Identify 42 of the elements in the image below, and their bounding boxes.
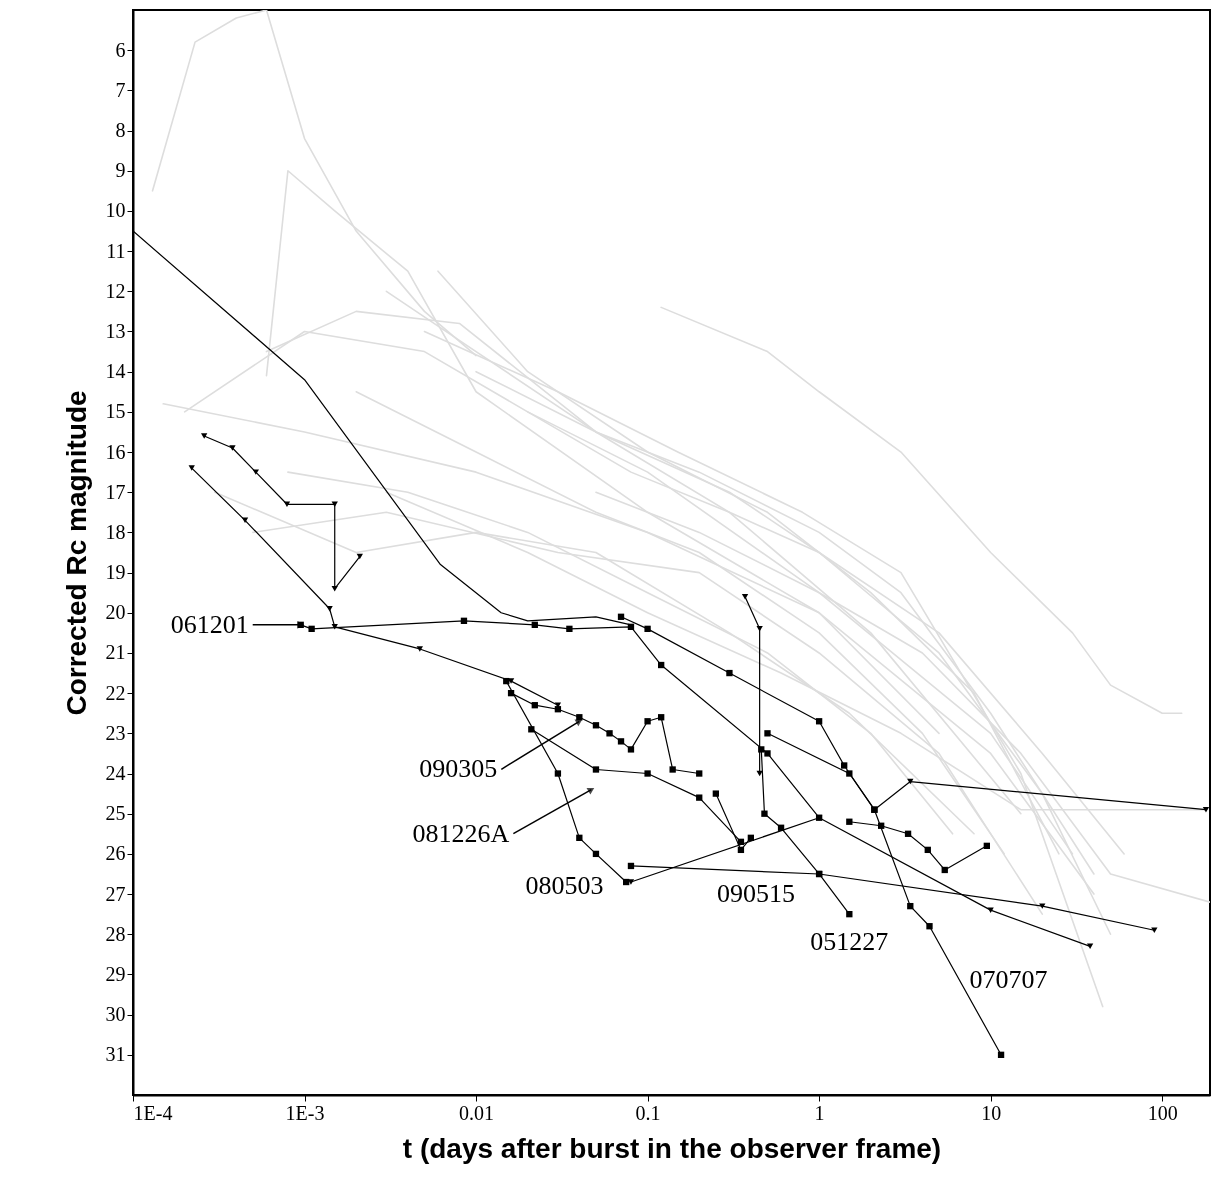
y-tick-label: 28 [105, 922, 126, 945]
y-tick-label: 18 [105, 520, 126, 543]
y-tick-label: 19 [105, 561, 126, 584]
x-tick-label: 100 [1147, 1101, 1178, 1124]
y-axis-title: Corrected Rc magnitude [60, 390, 92, 716]
x-tick-label: 1 [814, 1101, 825, 1124]
y-tick-label: 11 [106, 239, 126, 262]
y-tick-label: 23 [105, 721, 126, 744]
y-tick-label: 10 [105, 199, 126, 222]
y-tick-label: 16 [105, 440, 126, 463]
x-tick-label: 0.01 [459, 1101, 495, 1124]
y-tick-label: 17 [105, 480, 126, 503]
y-tick-label: 29 [105, 962, 126, 985]
y-tick-label: 15 [105, 400, 126, 423]
y-tick-label: 21 [105, 641, 126, 664]
annotation: 070707 [969, 965, 1048, 995]
y-tick-label: 8 [115, 119, 126, 142]
y-tick-label: 30 [105, 1003, 126, 1026]
y-tick-label: 24 [105, 762, 126, 785]
y-tick-label: 6 [115, 38, 126, 61]
annotation: 051227 [810, 927, 889, 957]
annotation: 081226A [412, 818, 510, 848]
annotation: 080503 [525, 871, 604, 900]
y-tick-label: 7 [115, 78, 126, 101]
annotation: 090515 [716, 878, 795, 908]
y-tick-label: 31 [105, 1043, 126, 1066]
y-tick-label: 14 [105, 360, 126, 383]
annotation: 090305 [419, 754, 498, 784]
x-tick-label: 0.1 [635, 1101, 661, 1124]
y-tick-label: 25 [105, 802, 126, 825]
x-tick-label: 1E-3 [285, 1101, 325, 1124]
y-tick-label: 9 [115, 159, 126, 182]
y-tick-label: 20 [105, 601, 126, 624]
y-tick-label: 26 [105, 842, 126, 865]
x-tick-label: 1E-4 [133, 1101, 173, 1124]
y-tick-label: 13 [105, 319, 126, 342]
annotation: 061201 [170, 609, 249, 639]
x-axis-title: t (days after burst in the observer frame) [402, 1132, 942, 1164]
x-tick-label: 10 [981, 1101, 1002, 1124]
y-tick-label: 27 [105, 882, 126, 905]
y-tick-label: 22 [105, 681, 126, 704]
y-tick-label: 12 [105, 279, 126, 302]
